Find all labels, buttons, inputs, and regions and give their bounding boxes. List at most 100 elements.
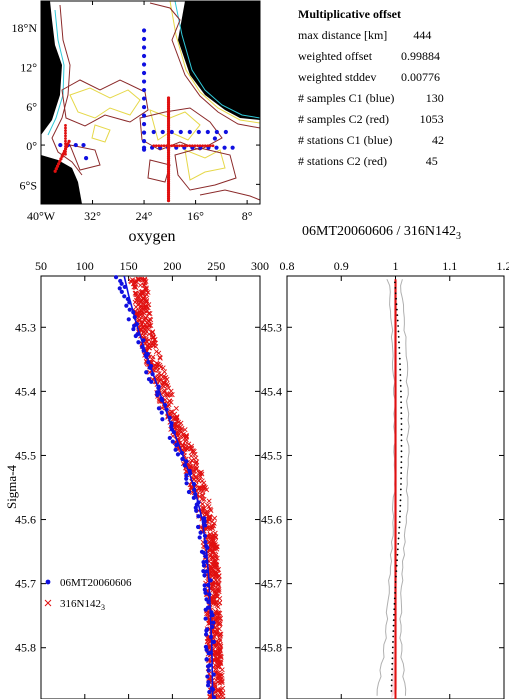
station-blue	[141, 28, 147, 33]
series-316N142-mark	[217, 659, 223, 665]
ratio-dot	[390, 679, 393, 681]
x-tick-label: 250	[207, 259, 225, 273]
map-panel: 18°N 12° 6° 0° 6°S 40°W 32° 24° 16° 8° oxygen	[12, 0, 261, 245]
ratio-dot	[399, 504, 402, 507]
station-red	[64, 137, 67, 140]
station-red	[203, 144, 207, 148]
series-316N142-mark	[207, 694, 213, 699]
series-316N142-mark	[210, 585, 216, 591]
station-blue	[169, 129, 174, 135]
contour-yellow-ridge	[69, 87, 226, 181]
series-316N142-mark	[192, 451, 198, 457]
series-316N142-mark	[209, 599, 216, 605]
ratio-dot	[397, 335, 400, 338]
lat-tick-label: 6°S	[20, 178, 37, 192]
station-red	[54, 167, 58, 171]
series-316N142-mark	[130, 281, 136, 287]
station-blue	[141, 96, 147, 101]
station-blue	[141, 145, 147, 150]
station-blue	[205, 129, 210, 135]
series-06MT20060606-mark	[202, 519, 207, 524]
contour-yellow-north	[169, 1, 260, 124]
stats-label: # samples C2 (red)	[298, 112, 389, 126]
ratio-dot	[398, 521, 401, 524]
stats-label: weighted stddev	[298, 70, 376, 84]
ratio-y-tick-label: 45.4	[261, 384, 282, 398]
series-06MT20060606-mark	[193, 505, 198, 510]
ratio-dot	[395, 575, 397, 578]
ratio-dot	[396, 308, 398, 311]
series-316N142-mark	[217, 641, 223, 647]
series-316N142-mark	[196, 478, 202, 484]
series-316N142-mark	[157, 362, 163, 368]
ratio-dot	[390, 690, 393, 692]
series-06MT20060606-mark	[204, 657, 209, 662]
ratio-x-tick-label: 0.8	[280, 259, 295, 273]
series-316N142-mark	[132, 290, 138, 296]
y-tick-label: 45.3	[15, 320, 36, 334]
series-316N142-mark	[137, 276, 143, 282]
series-316N142-mark	[220, 696, 226, 699]
profile-ticks: 50 100 150 200 250 300 45.3 45.4 45.5 45.6 45.7 45.…	[15, 259, 269, 699]
series-06MT20060606-mark	[184, 481, 189, 486]
station-blue	[141, 139, 147, 144]
series-316N142-mark	[217, 650, 223, 656]
ratio-dot	[399, 368, 402, 371]
series-06MT20060606-mark	[201, 550, 206, 555]
station-red	[206, 144, 210, 148]
station-blue	[187, 129, 192, 135]
map-axes: 18°N 12° 6° 0° 6°S 40°W 32° 24° 16° 8°	[12, 1, 260, 223]
station-red	[64, 147, 67, 151]
series-06MT20060606-mark	[211, 620, 216, 625]
series-316N142-mark	[211, 523, 217, 529]
series-316N142-mark	[208, 524, 214, 530]
series-316N142-mark	[142, 321, 148, 327]
station-red	[166, 198, 171, 203]
series-316N142-mark	[212, 551, 218, 557]
profile-fit-line	[123, 275, 214, 699]
series-06MT20060606-mark	[124, 303, 129, 308]
lon-tick-label: 32°	[84, 209, 101, 223]
station-blue	[141, 62, 147, 67]
series-316N142-mark	[148, 317, 154, 323]
station-red	[165, 144, 169, 148]
series-06MT20060606-mark	[201, 560, 206, 565]
series-316N142-mark	[201, 480, 207, 486]
series-316N142-mark	[212, 654, 218, 661]
station-blue	[141, 113, 147, 118]
series-06MT20060606-mark	[155, 393, 160, 398]
ratio-dot	[394, 592, 396, 594]
stats-label: # samples C1 (blue)	[298, 91, 394, 105]
series-316N142-mark	[161, 373, 167, 379]
station-blue	[223, 129, 228, 135]
station-red	[53, 169, 57, 173]
series-06MT20060606-mark	[203, 569, 209, 574]
y-tick-label: 45.4	[15, 384, 36, 398]
series-316N142-mark	[193, 466, 199, 472]
station-red	[58, 159, 62, 163]
station-blue	[141, 104, 147, 110]
series-316N142-mark	[179, 425, 185, 431]
ratio-y-tick-label: 45.7	[261, 577, 282, 591]
series-316N142-mark	[139, 305, 145, 311]
ratio-dot	[393, 602, 396, 605]
station-blue	[222, 145, 227, 150]
series-316N142-mark	[133, 290, 139, 296]
series-316N142-mark	[212, 562, 218, 568]
lon-tick-label: 8°	[242, 209, 253, 223]
ratio-dot	[391, 668, 394, 671]
stats-label: # stations C1 (blue)	[298, 133, 392, 147]
ratio-dot	[400, 434, 403, 436]
series-316N142-mark	[155, 367, 161, 373]
series-316N142-mark	[211, 569, 217, 575]
series-316N142-mark	[156, 373, 162, 379]
station-red	[61, 152, 65, 156]
series-06MT20060606-mark	[173, 447, 178, 452]
series-06MT20060606-mark	[170, 439, 175, 444]
legend-marker-blue	[45, 579, 51, 585]
ratio-dot	[393, 597, 396, 600]
lon-tick-label: 16°	[187, 209, 204, 223]
station-red	[201, 144, 205, 148]
series-316N142-mark	[201, 505, 207, 511]
